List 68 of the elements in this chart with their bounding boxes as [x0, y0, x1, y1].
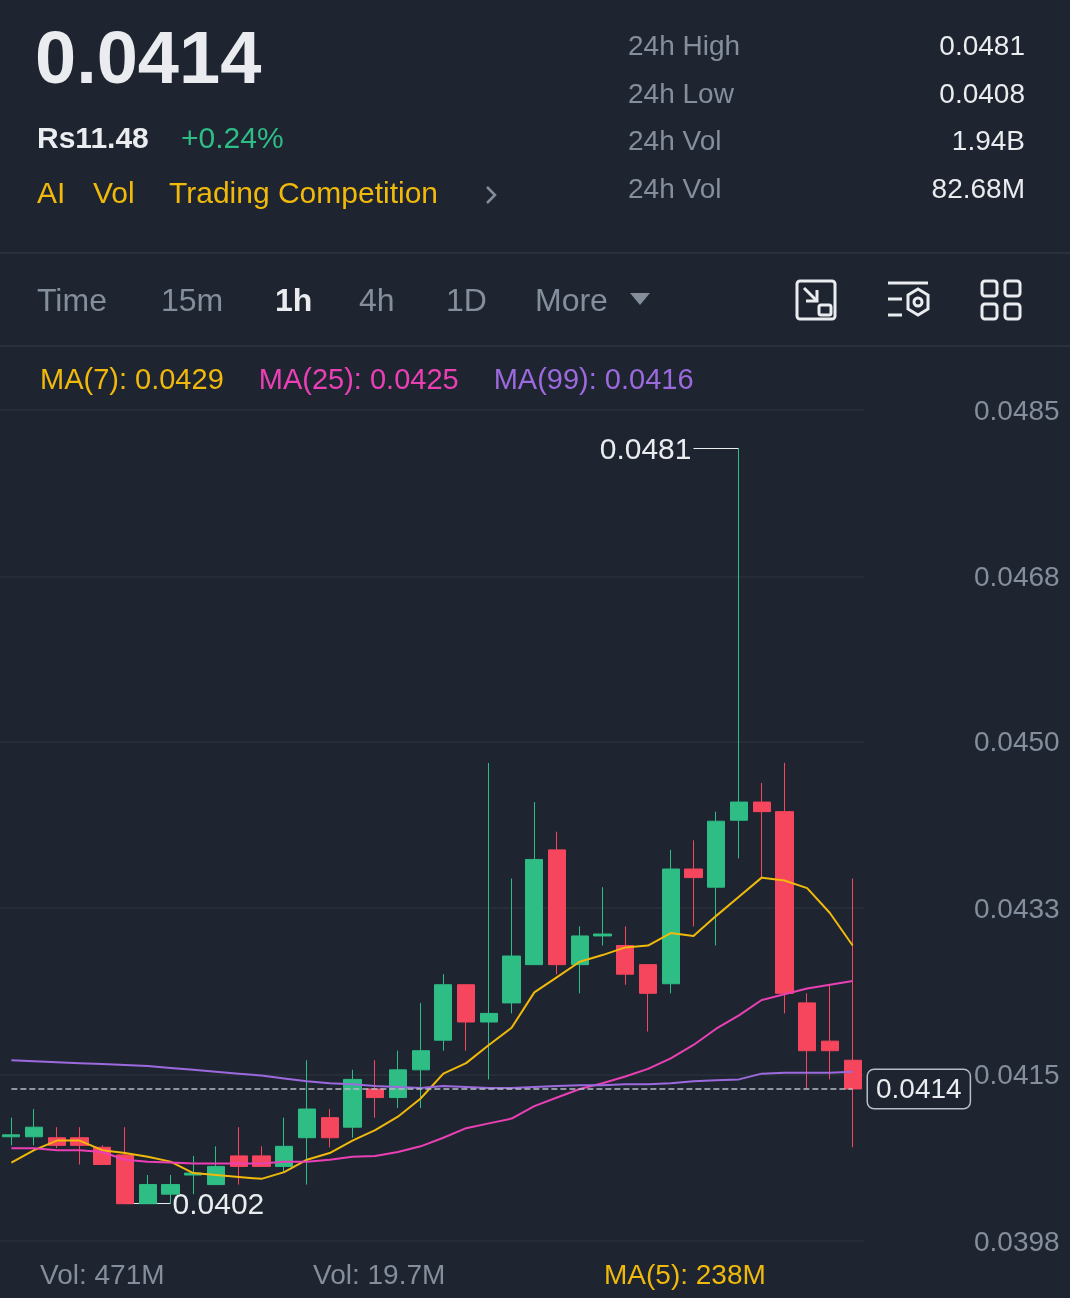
- text: Trading Competition: [169, 175, 439, 211]
- line-series: [10, 979, 854, 1165]
- text: Time: [37, 280, 107, 320]
- candlestick: [571, 925, 589, 994]
- candlestick: [25, 1108, 43, 1146]
- candlestick: [434, 973, 452, 1052]
- text: 24h Low: [628, 77, 734, 111]
- text: 15m: [161, 280, 224, 320]
- candlestick: [298, 1059, 316, 1186]
- text: 0.0481: [939, 29, 1025, 63]
- candlestick: [616, 925, 634, 986]
- text: 0.0408: [939, 77, 1025, 111]
- candlestick: [116, 1126, 134, 1205]
- y-tick-label: 0.0450: [974, 726, 1060, 758]
- text: Vol: 19.7M: [313, 1258, 446, 1292]
- text: 24h Vol: [628, 172, 722, 206]
- annotation: 0.0481: [599, 431, 692, 465]
- text: MA(5): 238M: [604, 1258, 766, 1292]
- text: 1.94B: [951, 124, 1025, 158]
- candlestick: [844, 878, 862, 1148]
- candlestick: [2, 1117, 20, 1146]
- y-tick-label: 0.0433: [974, 892, 1060, 924]
- text: +0.24%: [181, 120, 284, 156]
- text: MA(25): 0.0425: [258, 362, 459, 395]
- candlestick: [662, 849, 680, 994]
- candlestick: [707, 811, 725, 947]
- candlestick: [275, 1117, 293, 1173]
- candlestick: [366, 1059, 384, 1119]
- candlestick: [207, 1145, 225, 1186]
- y-tick-label: 0.0468: [974, 560, 1060, 592]
- candlestick: [321, 1108, 339, 1148]
- candlestick: [139, 1174, 157, 1205]
- text: More: [535, 280, 608, 320]
- y-tick-label: 0.0485: [974, 394, 1060, 426]
- text: 82.68M: [931, 172, 1025, 206]
- candlestick: [502, 878, 521, 1014]
- candlestick: [525, 801, 543, 966]
- annotation: 0.0402: [172, 1187, 265, 1221]
- candlestick: [730, 447, 748, 859]
- text: Rs11.48: [37, 120, 149, 156]
- y-tick-label: 0.0415: [974, 1059, 1060, 1091]
- text: 24h High: [628, 29, 741, 63]
- candlestick: [821, 984, 839, 1080]
- text: AI: [37, 175, 66, 211]
- text: Vol: 471M: [40, 1258, 165, 1292]
- text: 24h Vol: [628, 124, 722, 158]
- candlestick: [775, 762, 794, 1014]
- text: 1h: [275, 280, 313, 320]
- candlestick: [684, 839, 703, 927]
- text: 4h: [359, 280, 395, 320]
- y-tick-label: 0.0398: [974, 1225, 1060, 1257]
- candlestick: [548, 831, 566, 975]
- text: Vol: [93, 175, 135, 211]
- candlestick: [593, 886, 612, 947]
- ref-line-label: 0.0414: [876, 1073, 962, 1105]
- chart-title: 0.0414: [35, 15, 262, 101]
- candlestick: [753, 782, 771, 880]
- line-series: [10, 876, 854, 1180]
- candlestick: [798, 992, 816, 1090]
- text: 1D: [446, 280, 487, 320]
- candlestick: [480, 762, 498, 1080]
- candlestick: [412, 1002, 430, 1109]
- text: MA(99): 0.0416: [493, 362, 694, 395]
- text: MA(7): 0.0429: [40, 362, 224, 395]
- candlestick: [639, 964, 657, 1033]
- candlestick: [343, 1069, 362, 1139]
- candlestick: [457, 984, 475, 1052]
- line-series: [10, 1059, 854, 1089]
